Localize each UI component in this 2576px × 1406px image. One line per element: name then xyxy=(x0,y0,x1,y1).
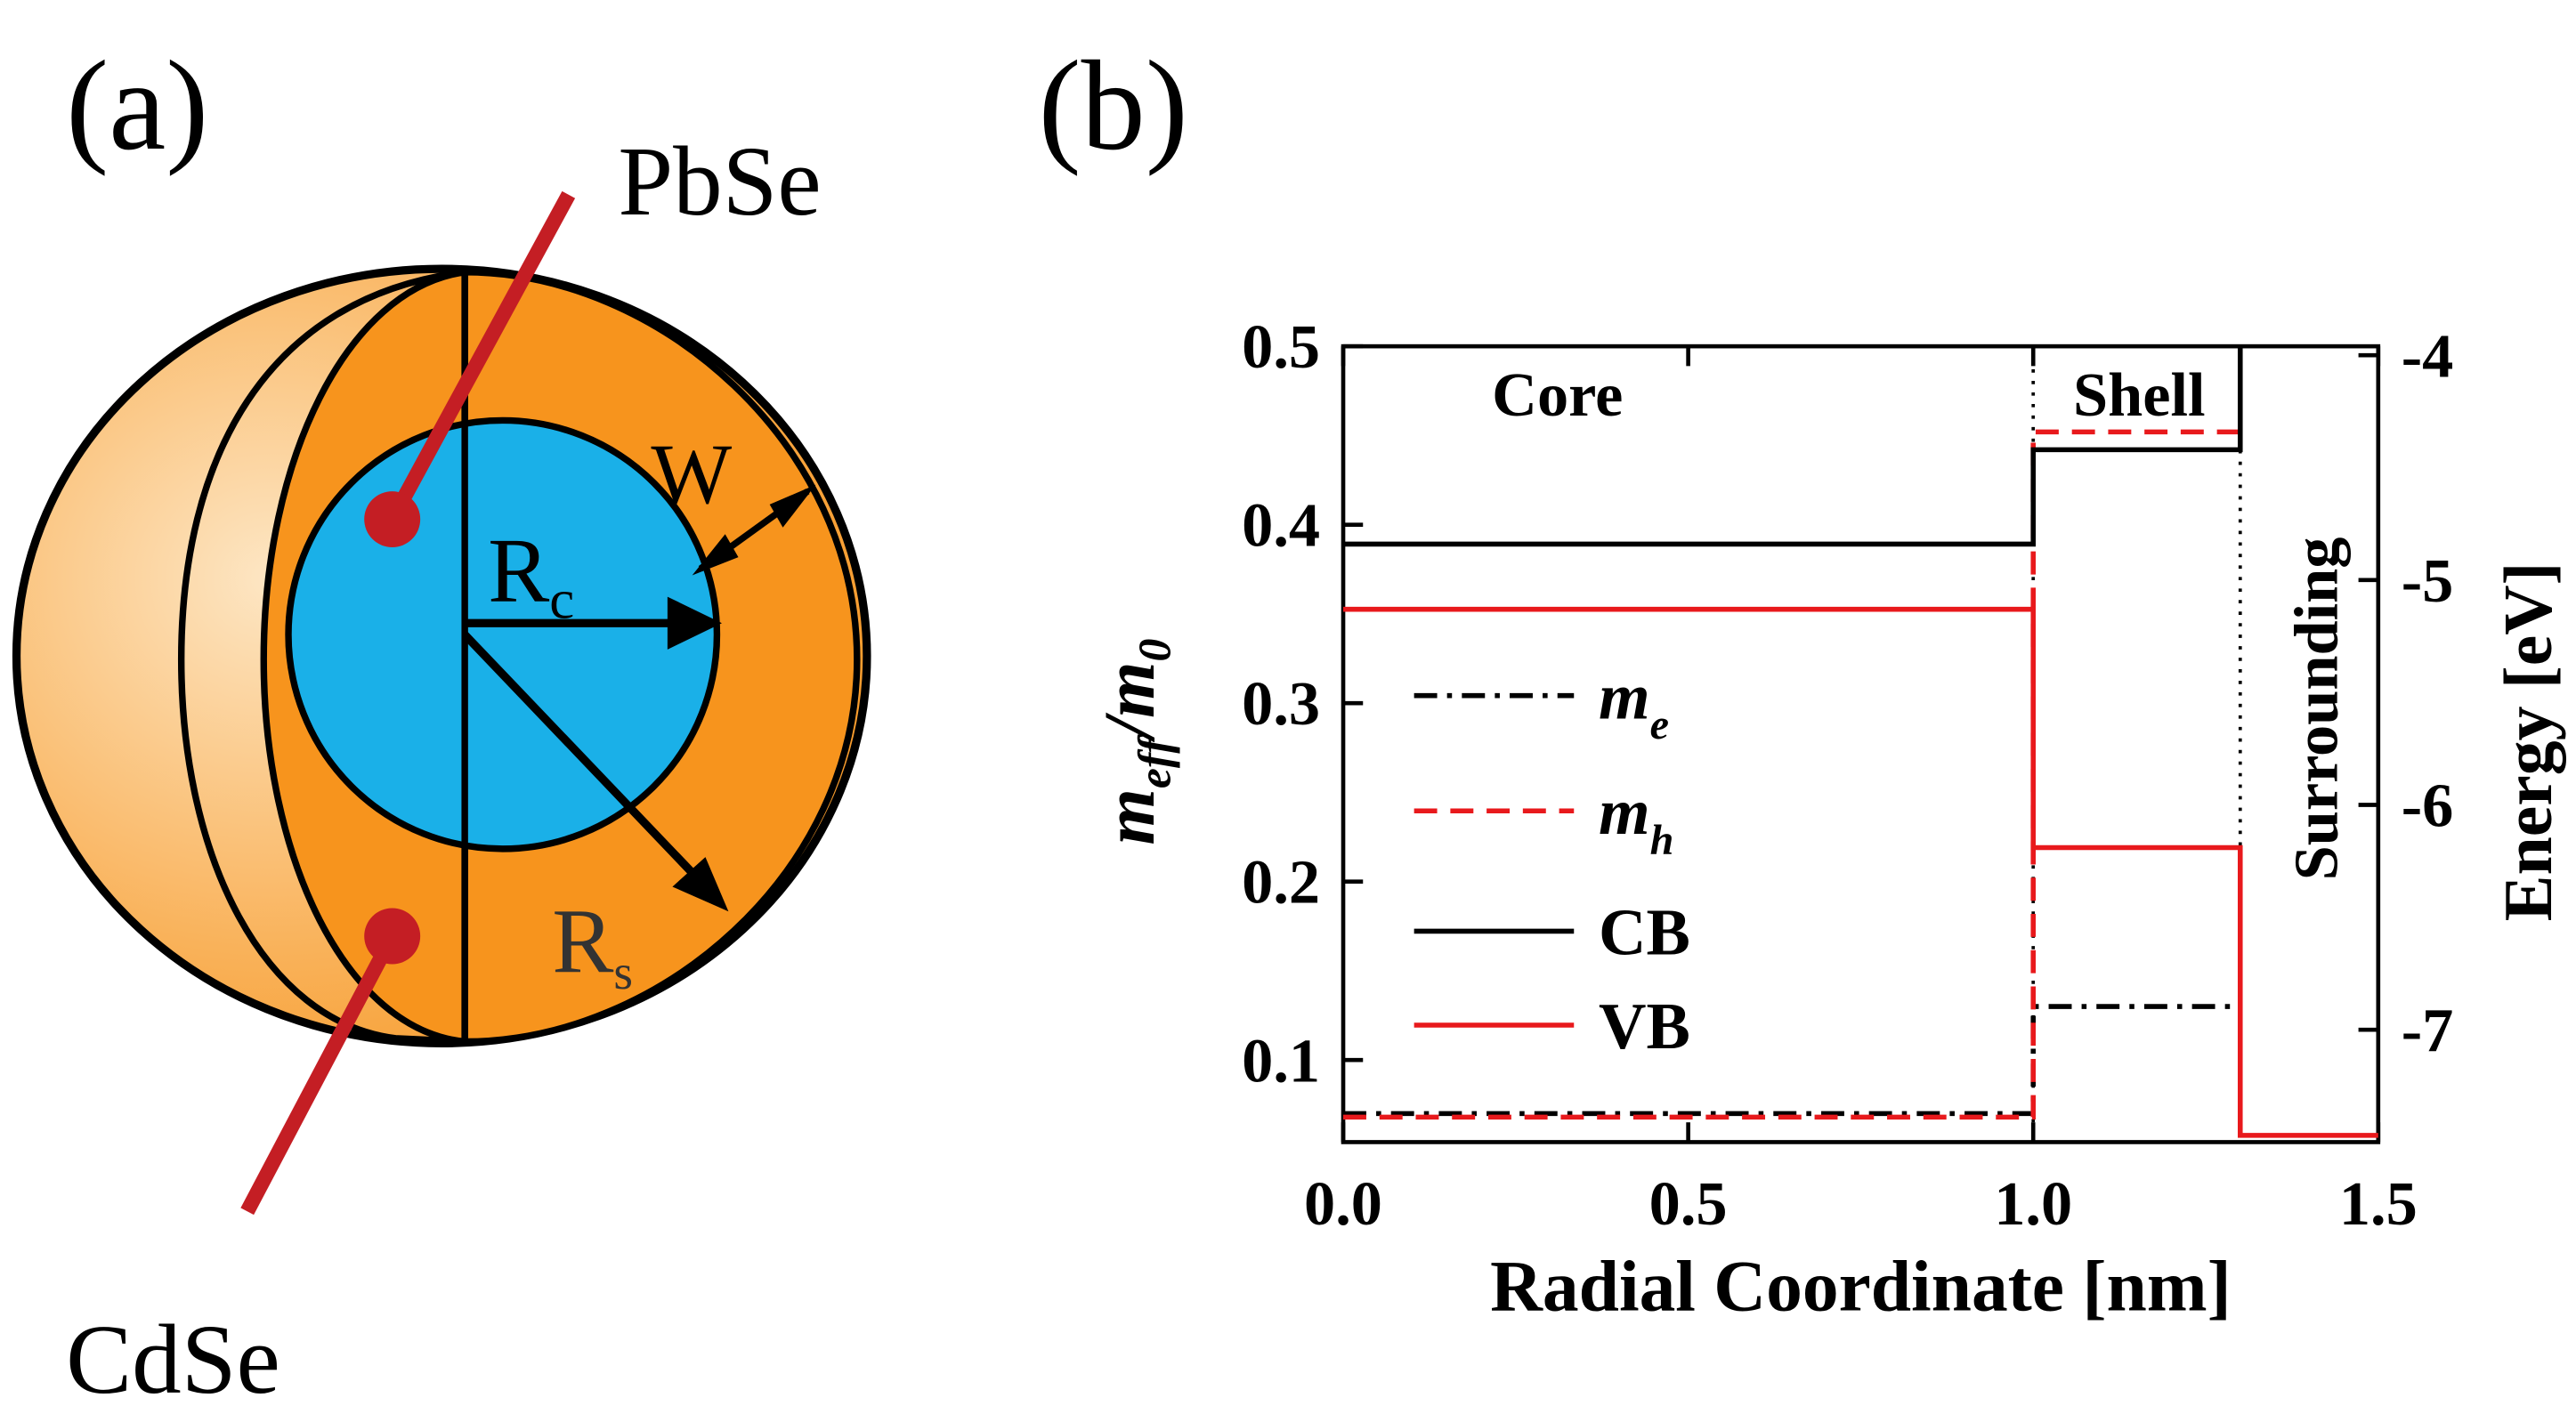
arrow-head xyxy=(692,534,739,576)
series-line xyxy=(1343,1004,2240,1117)
x-tick-label: 1.0 xyxy=(1994,1169,2072,1239)
y2-tick-label: -4 xyxy=(2402,321,2454,391)
pointer-dot xyxy=(364,491,421,548)
panel-a: (a) PbSe CdSe W Rc Rs xyxy=(12,35,871,1406)
arrow-head xyxy=(667,596,722,650)
arrow-head xyxy=(672,857,729,912)
symbol: R xyxy=(552,892,613,993)
x-tick-label: 1.5 xyxy=(2339,1169,2418,1239)
x-tick-label: 0.0 xyxy=(1304,1169,1382,1239)
panel-label: (a) xyxy=(66,35,208,177)
series-line xyxy=(1343,429,2240,1120)
y-axis-label: meff/m0 xyxy=(1089,639,1181,845)
legend-name: m xyxy=(1599,661,1650,734)
legend-label: me xyxy=(1599,661,1669,748)
plot-frame xyxy=(1341,343,2381,1144)
dimension-label: Rc xyxy=(488,521,574,631)
symbol: R xyxy=(488,521,549,622)
legend-name: CB xyxy=(1599,896,1690,969)
legend-label: mh xyxy=(1599,776,1673,863)
y2-tick-label: -6 xyxy=(2402,772,2454,841)
y-tick-label: 0.1 xyxy=(1242,1026,1320,1095)
panel-b: 0.0 0.5 1.0 1.5 0.1 0.2 0.3 0.4 0.5 -4 -5 -6 -7 Core S… xyxy=(1089,312,2566,1326)
y-axis-label-part: eff xyxy=(1130,734,1181,788)
legend-label: CB xyxy=(1599,896,1690,969)
region-label: Surrounding xyxy=(2282,537,2352,881)
pointer-dot xyxy=(364,908,421,965)
y2-tick-label: -7 xyxy=(2402,996,2454,1065)
legend-name: VB xyxy=(1599,990,1690,1063)
dimension-label: W xyxy=(651,426,732,521)
y-tick-label: 0.3 xyxy=(1242,669,1320,739)
subscript: s xyxy=(613,946,633,1000)
legend-subscript: h xyxy=(1650,816,1674,863)
arrow-head xyxy=(769,484,816,528)
material-label: CdSe xyxy=(66,1305,280,1406)
legend-label: VB xyxy=(1599,990,1690,1063)
series-line xyxy=(1343,606,2378,1138)
y-tick-label: 0.5 xyxy=(1242,312,1320,382)
pointer xyxy=(240,933,400,1216)
y-axis-label-part: /m xyxy=(1089,661,1170,742)
y-tick-label: 0.2 xyxy=(1242,848,1320,917)
region-label: Core xyxy=(1492,360,1623,430)
y-axis-label-part: 0 xyxy=(1130,639,1181,662)
y-axis-label-part: m xyxy=(1089,788,1170,844)
panel-label: (b) xyxy=(1038,35,1187,177)
legend-subscript: e xyxy=(1650,701,1669,748)
dimension-label: Rs xyxy=(552,892,633,1001)
rs-arrow xyxy=(461,631,712,893)
series-line xyxy=(1343,346,2243,547)
legend-name: m xyxy=(1599,776,1650,849)
x-axis-label: Radial Coordinate [nm] xyxy=(1490,1245,2232,1326)
region-label: Shell xyxy=(2073,360,2206,430)
x-tick-label: 0.5 xyxy=(1649,1169,1728,1239)
y2-axis-label: Energy [eV] xyxy=(2490,562,2566,922)
material-label: PbSe xyxy=(618,127,821,237)
y-tick-label: 0.4 xyxy=(1242,491,1320,561)
shell-edge xyxy=(177,268,468,1046)
pointer xyxy=(385,190,576,523)
y2-tick-label: -5 xyxy=(2402,546,2454,616)
subscript: c xyxy=(549,569,574,631)
